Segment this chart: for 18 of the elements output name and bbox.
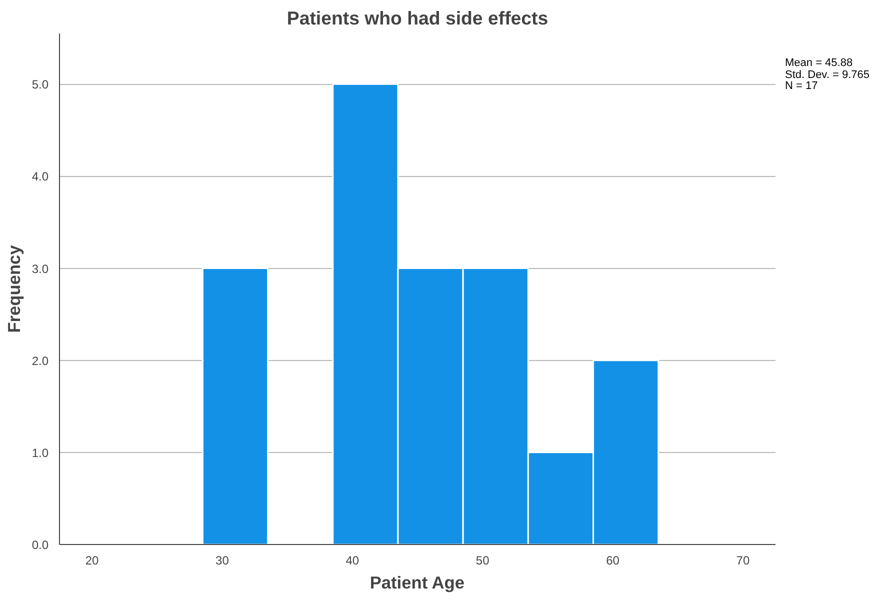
x-tick-label: 40	[346, 554, 360, 568]
y-tick-label: 4.0	[32, 170, 49, 184]
chart-title: Patients who had side effects	[286, 8, 548, 28]
x-tick-label: 30	[216, 554, 230, 568]
y-tick-label: 5.0	[32, 78, 49, 92]
x-axis-title: Patient Age	[370, 572, 465, 592]
y-tick-label: 1.0	[32, 446, 49, 460]
text: N = 17	[785, 80, 818, 92]
text: Mean = 45.88	[785, 57, 853, 69]
y-tick-label: 3.0	[32, 262, 49, 276]
x-tick-label: 20	[85, 554, 100, 568]
x-tick-label: 50	[476, 554, 490, 568]
y-tick-label: 2.0	[32, 354, 49, 368]
x-tick-label: 70	[736, 554, 750, 568]
y-tick-label: 0.0	[32, 538, 49, 552]
text: Std. Dev. = 9.765	[785, 68, 870, 81]
y-axis-title: Frequency	[4, 244, 24, 333]
x-tick-label: 60	[606, 554, 620, 568]
